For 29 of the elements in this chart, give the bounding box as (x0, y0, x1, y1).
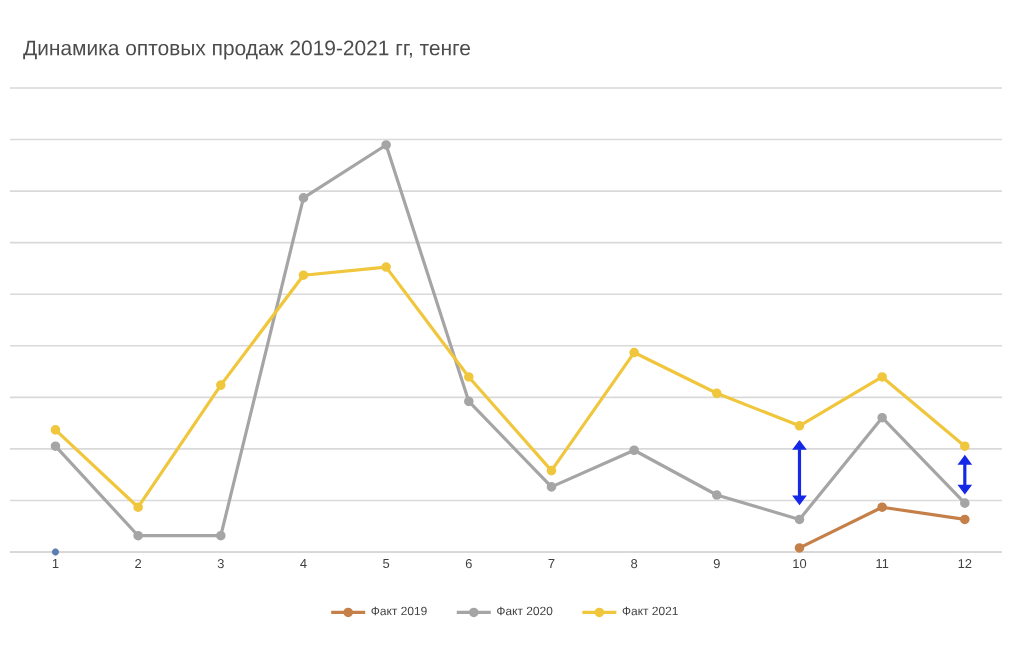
point (381, 262, 391, 272)
point (712, 388, 722, 399)
point (794, 514, 805, 525)
point (298, 193, 309, 203)
point (546, 482, 557, 492)
point (960, 441, 970, 451)
point (50, 425, 61, 435)
point (133, 502, 143, 513)
point (50, 441, 61, 451)
point (794, 421, 805, 431)
point (960, 498, 970, 508)
point (794, 543, 805, 553)
point (216, 530, 226, 541)
point (877, 412, 887, 423)
point (960, 514, 970, 525)
point (546, 465, 557, 476)
point (464, 396, 474, 407)
chart-title: Динамика оптовых продаж 2019-2021 гг, тенге (23, 40, 470, 60)
point (629, 347, 639, 358)
point (877, 372, 887, 382)
point (216, 380, 226, 390)
point (133, 530, 143, 541)
point (877, 502, 887, 513)
point (298, 270, 309, 281)
point (712, 490, 722, 500)
point (51, 548, 60, 556)
point (381, 140, 391, 150)
point (629, 445, 639, 456)
point (464, 372, 474, 382)
